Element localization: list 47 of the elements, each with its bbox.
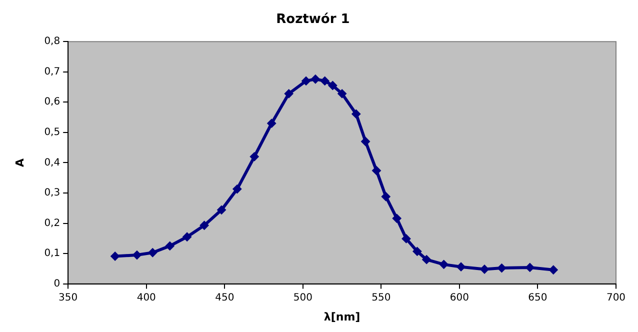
point xyxy=(320,76,330,86)
point xyxy=(361,137,370,146)
x-tick-label: 450 xyxy=(215,292,234,304)
point xyxy=(232,184,242,194)
point xyxy=(439,260,448,269)
y-tick-label: 0,4 xyxy=(44,157,60,168)
point xyxy=(165,241,174,250)
point xyxy=(456,262,466,272)
point xyxy=(328,81,338,90)
x-tick-label: 700 xyxy=(606,292,626,304)
y-tick-label: 0 xyxy=(54,278,60,290)
point xyxy=(284,89,294,98)
point xyxy=(250,152,259,162)
x-axis-title: λ[nm] xyxy=(324,310,360,324)
y-tick-label: 0,7 xyxy=(44,66,60,78)
y-tick-label: 0,6 xyxy=(44,96,60,108)
point xyxy=(402,234,411,244)
y-tick-label: 0,8 xyxy=(44,36,60,48)
x-tick-label: 400 xyxy=(136,292,156,304)
y-tick-label: 0,2 xyxy=(44,218,60,229)
y-tick-label: 0,3 xyxy=(44,188,60,199)
point xyxy=(200,220,209,230)
point xyxy=(372,166,381,176)
point xyxy=(381,192,390,202)
point xyxy=(132,250,142,260)
point xyxy=(338,89,347,98)
point xyxy=(302,76,311,86)
x-tick-label: 500 xyxy=(293,292,312,304)
point xyxy=(267,118,276,128)
chart-title: Roztwór 1 xyxy=(276,12,350,28)
point xyxy=(310,74,320,84)
x-tick-label: 600 xyxy=(450,292,470,304)
x-tick-label: 550 xyxy=(372,292,391,304)
point xyxy=(182,232,192,242)
point xyxy=(148,248,158,258)
point xyxy=(217,205,226,214)
point xyxy=(392,214,402,223)
y-tick-label: 0,1 xyxy=(44,248,60,260)
point xyxy=(497,264,506,273)
point xyxy=(352,109,361,118)
point xyxy=(422,255,432,264)
point xyxy=(412,246,422,256)
y-tick-label: 0,5 xyxy=(44,127,60,138)
point xyxy=(548,265,558,274)
x-tick-label: 650 xyxy=(528,292,548,304)
y-axis-title: A xyxy=(13,158,26,167)
x-tick-label: 350 xyxy=(58,292,78,304)
